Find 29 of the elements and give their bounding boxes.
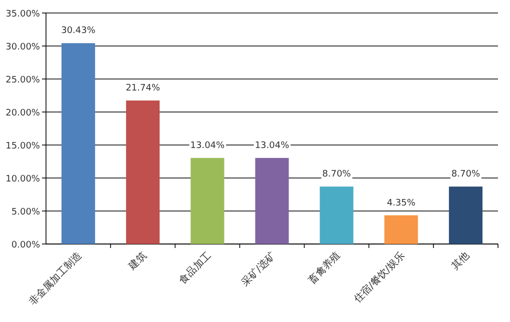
bar — [320, 186, 354, 244]
x-tick-label: 非金属加工制造 — [26, 250, 84, 308]
x-tick-label: 住宿/餐饮/娱乐 — [352, 250, 408, 306]
x-tick-label: 其他 — [449, 250, 472, 272]
bar — [448, 186, 483, 244]
y-tick-label: 15.00% — [6, 142, 40, 152]
y-tick-label: 20.00% — [6, 108, 40, 118]
bar — [190, 158, 224, 244]
x-tick-label: 食品加工 — [176, 250, 214, 286]
bar — [255, 158, 289, 244]
bar — [126, 100, 160, 244]
data-label: 8.70% — [322, 170, 352, 180]
y-tick-label: 25.00% — [6, 76, 40, 86]
y-tick-label: 0.00% — [11, 240, 40, 250]
data-label: 30.43% — [61, 26, 96, 36]
data-label: 4.35% — [386, 198, 416, 208]
x-tick-label: 采矿/选矿 — [238, 250, 278, 289]
bar — [61, 43, 96, 244]
data-label: 21.74% — [126, 84, 160, 94]
y-tick-label: 10.00% — [6, 174, 40, 184]
bar — [384, 215, 418, 244]
y-tick-label: 35.00% — [6, 10, 40, 20]
x-tick-label: 建筑 — [126, 250, 149, 273]
data-label: 13.04% — [254, 140, 290, 151]
x-tick-label: 畜禽养殖 — [306, 250, 343, 286]
data-label: 8.70% — [451, 170, 480, 180]
data-label: 13.04% — [190, 140, 226, 151]
y-tick-label: 5.00% — [11, 208, 40, 218]
y-tick-label: 30.00% — [6, 42, 40, 52]
